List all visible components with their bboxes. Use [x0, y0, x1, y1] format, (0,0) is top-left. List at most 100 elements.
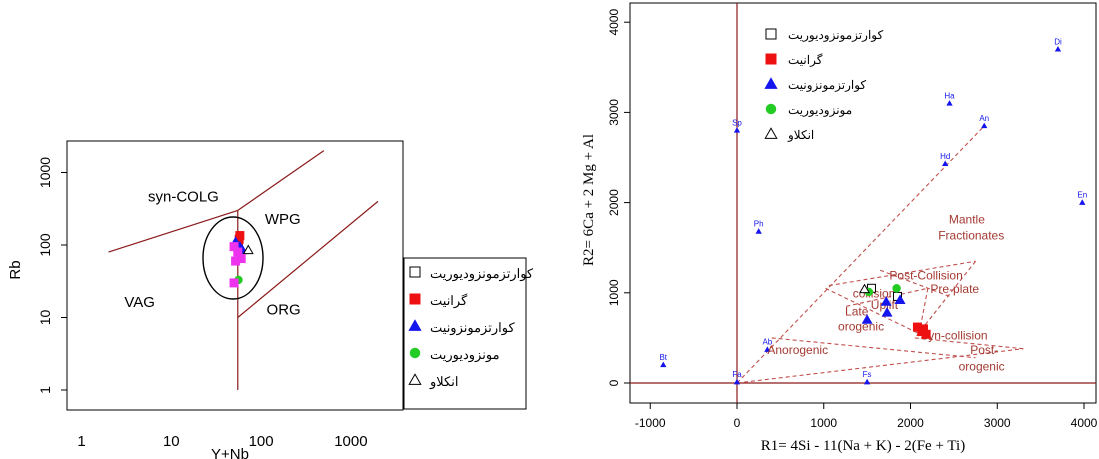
mineral-label: An — [979, 114, 989, 123]
mineral-point — [755, 228, 762, 234]
data-point — [880, 296, 892, 306]
plot2-legend: کوارتزمونزودیوریت گرانیت کوارتزمونزونیت مون… — [757, 20, 919, 160]
legend-marker — [765, 28, 777, 40]
legend-marker — [764, 127, 778, 139]
mineral-point — [942, 160, 949, 167]
mineral-point — [733, 127, 741, 133]
plot1-legend-box — [403, 257, 527, 410]
plot1-boundaries — [108, 150, 379, 390]
x-tick-label: 1000 — [810, 416, 837, 430]
mineral-point — [1054, 45, 1062, 52]
data-point — [236, 254, 246, 264]
boundary-line — [237, 150, 325, 211]
plot2-x-ticks: -1000 0 1000 2000 3000 4000 — [635, 403, 1098, 430]
field-label: VAG — [124, 294, 155, 311]
legend-marker — [765, 53, 777, 65]
mineral-label: Ha — [944, 91, 955, 100]
data-point — [859, 283, 870, 294]
data-point — [881, 307, 893, 317]
plot1-x-ticks: 1 10 100 1000 — [77, 433, 367, 450]
legend-label: کوارتزمونزونیت — [430, 320, 515, 336]
mineral-label: Di — [1054, 37, 1062, 46]
boundary-line — [914, 260, 976, 339]
y-tick-label: 2000 — [607, 189, 621, 216]
y-tick-label: 4000 — [607, 9, 621, 36]
plot2-y-axis-label: R2= 6Ca + 2 Mg + Al — [581, 134, 597, 266]
x-tick-label: -1000 — [635, 416, 666, 430]
data-point — [894, 294, 906, 304]
legend-marker — [409, 293, 421, 305]
plot1-frame — [66, 140, 404, 411]
y-tick-label: 1000 — [607, 279, 621, 306]
x-tick-label: 4000 — [1071, 416, 1098, 430]
legend-marker — [764, 77, 778, 89]
legend-label: کوارتزمونزودیوریت — [788, 28, 883, 42]
mineral-label: Hd — [940, 152, 950, 161]
data-point — [229, 278, 239, 288]
x-tick-label: 1000 — [334, 433, 367, 450]
plot2-points — [859, 283, 931, 339]
x-tick-label: 100 — [249, 433, 274, 450]
mineral-point — [660, 361, 667, 368]
plot1-x-axis-label: Y+Nb — [211, 446, 249, 459]
plot1-y-ticks: 1 10 100 1000 — [37, 157, 67, 394]
y-tick-label: 100 — [37, 233, 53, 257]
y-tick-label: 3000 — [607, 99, 621, 126]
legend-marker — [765, 103, 777, 115]
legend-label: مونزودیوریت — [788, 103, 852, 117]
mineral-point — [981, 122, 988, 129]
mineral-point — [733, 378, 741, 385]
legend-marker — [408, 373, 422, 385]
mineral-label: Sp — [732, 118, 742, 127]
x-tick-label: 3000 — [984, 416, 1011, 430]
plot1-y-axis-label: Rb — [7, 260, 24, 279]
field-label: Fractionates — [938, 229, 1004, 243]
data-point — [919, 324, 929, 334]
plot2-reference-lines — [630, 3, 1096, 403]
boundary-line — [879, 269, 953, 298]
plot2-x-axis-label: R1= 4Si - 11(Na + K) - 2(Fe + Ti) — [761, 438, 965, 454]
field-label: Late — [845, 304, 869, 318]
mineral-point — [863, 378, 871, 385]
data-point — [861, 314, 873, 324]
y-tick-label: 1 — [37, 386, 53, 394]
legend-label: انکلاو — [787, 128, 814, 142]
r1-r2-diagram: Di Ha An Sp Hd En Ph Ab Bt Fa Fs Mantle Fractionate… — [581, 2, 1098, 454]
boundary-line — [828, 260, 976, 287]
boundary-line — [825, 287, 929, 339]
legend-marker — [409, 266, 421, 278]
field-label: Post- — [970, 343, 998, 357]
legend-label: گرانیت — [430, 293, 468, 309]
field-label: WPG — [265, 211, 301, 228]
boundary-line — [736, 348, 1024, 384]
plot2-mineral-points: Di Ha An Sp Hd En Ph Ab Bt Fa Fs — [659, 37, 1087, 385]
boundary-line — [771, 337, 976, 359]
plot2-field-labels: Mantle Fractionates Pre-platePost-Collisio… — [767, 212, 1004, 373]
mineral-label: Fa — [732, 370, 742, 379]
mineral-label: Bt — [659, 353, 667, 362]
x-tick-label: 10 — [163, 433, 180, 450]
plot1-points — [229, 231, 254, 288]
boundary-line — [108, 209, 238, 253]
plot2-y-ticks: 0 1000 2000 3000 4000 — [607, 9, 630, 386]
data-point — [892, 284, 901, 293]
plot2-boundaries — [736, 125, 1024, 384]
field-label: ORG — [267, 301, 301, 318]
data-point — [242, 244, 254, 255]
field-label: Post-Collision — [889, 269, 962, 283]
plot1-field-labels: syn-COLG WPG VAG ORG — [124, 188, 300, 318]
legend-label: کوارتزمونزونیت — [788, 78, 866, 92]
x-tick-label: 1 — [77, 433, 85, 450]
y-tick-label: 10 — [37, 310, 53, 326]
boundary-line — [237, 200, 379, 318]
field-label: orogenic — [959, 359, 1005, 373]
x-tick-label: 2000 — [897, 416, 924, 430]
legend-label: کوارتزمونزودیوریت — [430, 266, 534, 282]
mineral-point — [946, 100, 953, 106]
legend-label: گرانیت — [788, 53, 823, 67]
field-label: Syn-collision — [920, 329, 987, 343]
x-tick-label: 0 — [734, 416, 741, 430]
boundary-line — [736, 125, 985, 384]
